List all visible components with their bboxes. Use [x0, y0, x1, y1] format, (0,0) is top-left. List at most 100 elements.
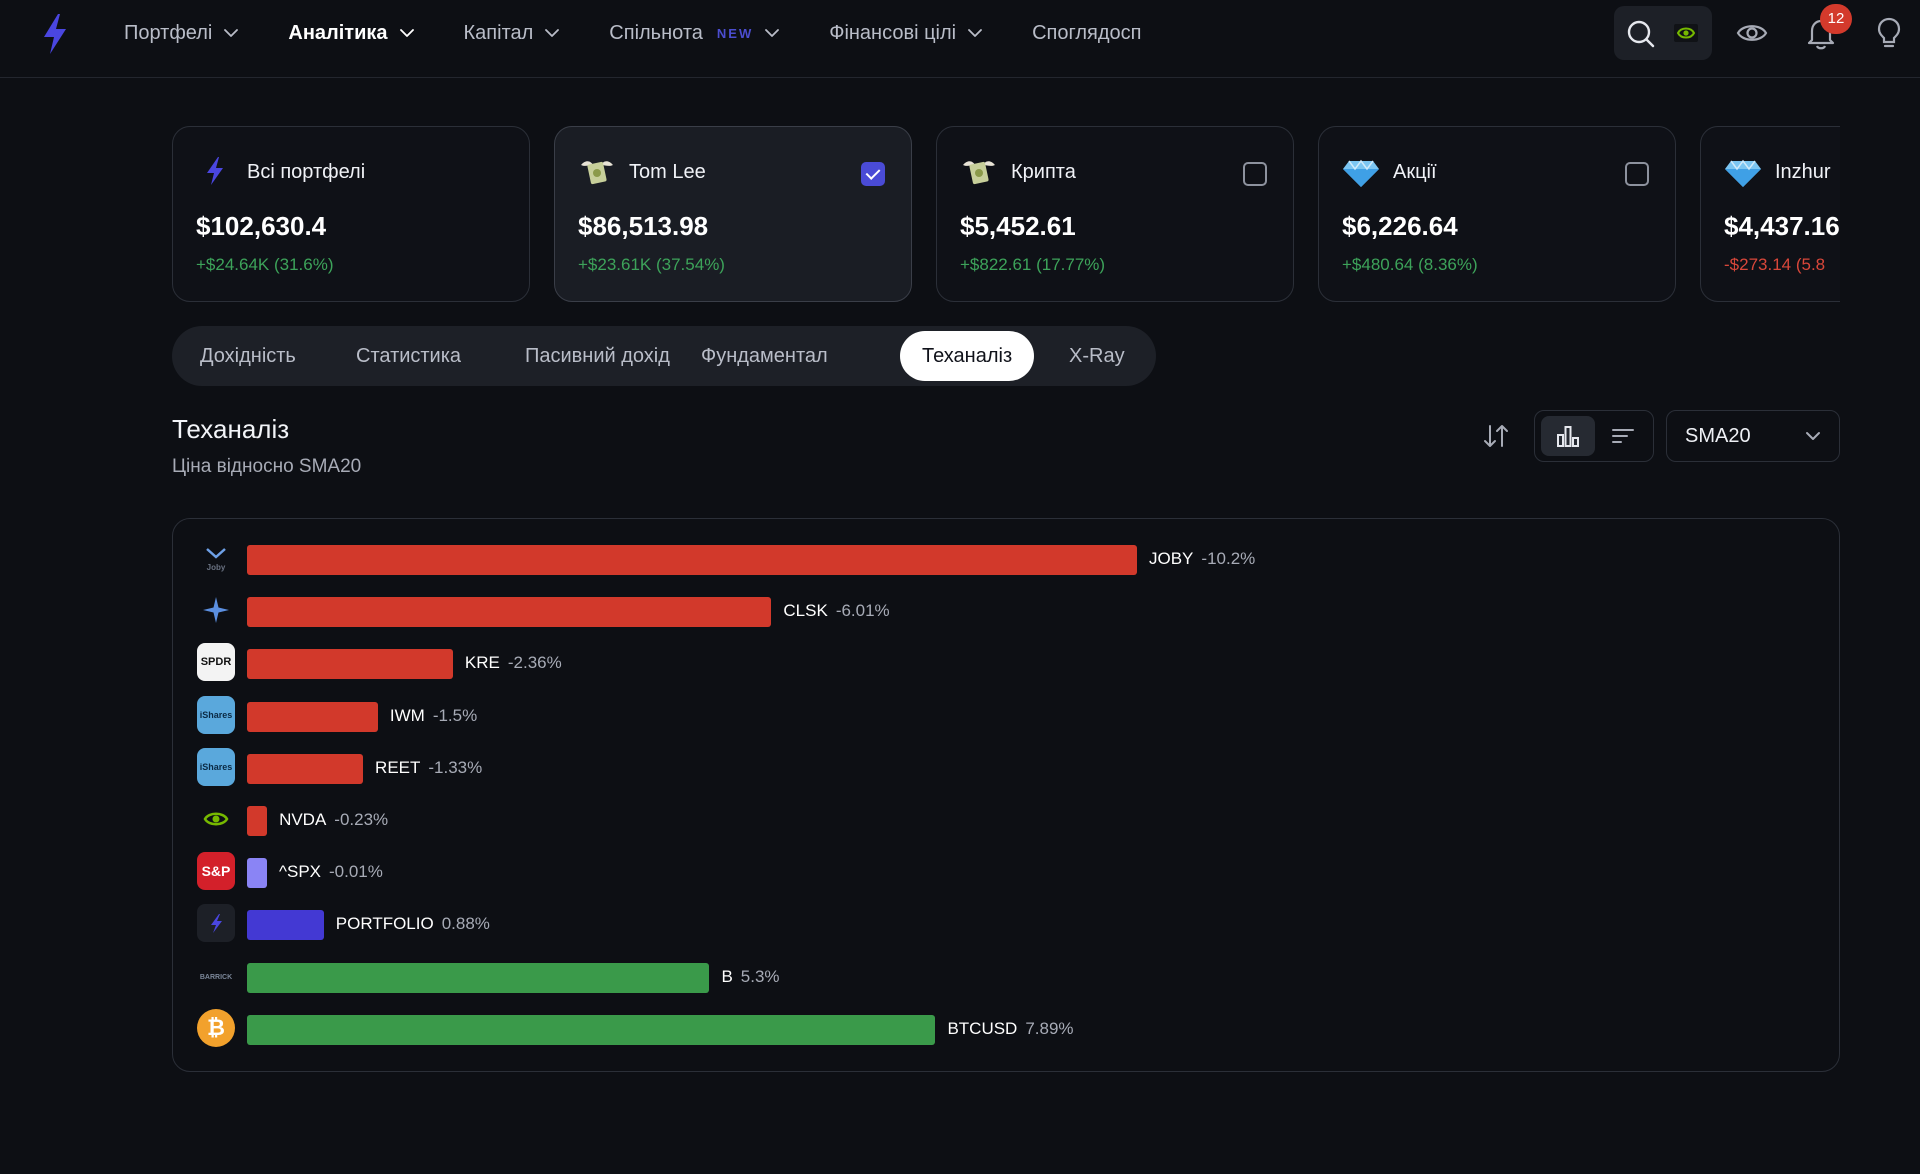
ticker-name: ^SPX	[279, 862, 321, 882]
tab-1[interactable]: Статистика	[356, 345, 462, 367]
portfolio-change: +$23.61K (37.54%)	[578, 255, 725, 274]
bar-row: BARRICK B 5.3%	[173, 957, 1833, 997]
portfolio-checkbox[interactable]	[1625, 162, 1649, 186]
view-toggle	[1534, 410, 1654, 462]
bar-row: SPDR KRE -2.36%	[173, 643, 1833, 683]
bar-nvda	[247, 806, 268, 836]
bar-label: BTCUSD 7.89%	[947, 1019, 1073, 1039]
indicator-select[interactable]: SMA20	[1666, 410, 1840, 462]
bitcoin-icon: ₿	[197, 1008, 235, 1047]
bar-spx	[247, 858, 267, 889]
nav-item-label: Фінансові цілі	[829, 21, 957, 44]
nav-item-1[interactable]: Аналітика	[288, 22, 414, 45]
bar-label: B 5.3%	[721, 967, 779, 987]
portfolio-name: Всі портфелі	[247, 161, 366, 183]
nvidia-logo	[197, 800, 235, 838]
portfolio-checkbox[interactable]	[861, 162, 885, 186]
portfolio-cards: Всі портфелі $102,630.4 +$24.64K (31.6%) To…	[172, 126, 1840, 304]
bar-view-button[interactable]	[1541, 416, 1595, 456]
ticker-deviation: 7.89%	[1025, 1018, 1074, 1038]
portfolio-value: $4,437.16	[1724, 211, 1840, 241]
tab-4[interactable]: Теханаліз	[900, 331, 1035, 381]
nav-item-2[interactable]: Капітал	[464, 22, 560, 45]
main-nav: Портфелі Аналітика Капітал Спільнота NEW Фіна…	[124, 0, 1210, 66]
portfolio-change: +$480.64 (8.36%)	[1342, 255, 1478, 274]
ticker-name: IWM	[389, 705, 425, 725]
bar-btcusd	[247, 1014, 936, 1045]
tab-3[interactable]: Фундаментал	[701, 345, 828, 367]
nav-item-5[interactable]: Споглядосп	[1032, 22, 1160, 45]
list-view-icon[interactable]	[1611, 424, 1635, 448]
sma-deviation-chart: Joby JOBY -10.2% CLSK -6.01% SPDR KRE -2.36% iSh…	[172, 518, 1840, 1072]
bar-row: ₿ BTCUSD 7.89%	[173, 1008, 1833, 1049]
tab-0[interactable]: Дохідність	[200, 345, 296, 367]
bar-b	[247, 962, 710, 993]
nav-item-4[interactable]: Фінансові цілі	[829, 22, 982, 45]
nav-item-label: Капітал	[463, 21, 534, 44]
tab-2[interactable]: Пасивний дохід	[525, 345, 670, 367]
section-subtitle: Ціна відносно SMA20	[172, 456, 362, 477]
bar-label: IWM -1.5%	[390, 706, 477, 726]
bar-reet	[247, 753, 364, 784]
bar-portfolio	[247, 910, 324, 941]
portfolio-card[interactable]: Tom Lee $86,513.98 +$23.61K (37.54%)	[554, 126, 912, 302]
portfolio-card[interactable]: Всі портфелі $102,630.4 +$24.64K (31.6%)	[172, 126, 530, 302]
bar-iwm	[247, 701, 378, 732]
bar-label: KRE -2.36%	[465, 653, 562, 673]
ishares-logo: iShares	[197, 747, 235, 786]
eye-icon[interactable]	[1736, 18, 1768, 48]
bar-row: CLSK -6.01%	[173, 591, 1833, 631]
bar-row: S&P ^SPX -0.01%	[173, 852, 1833, 892]
ticker-deviation: -0.01%	[329, 862, 383, 882]
nav-item-3[interactable]: Спільнота NEW	[609, 22, 780, 45]
bar-clsk	[247, 597, 772, 628]
bolt-logo-icon[interactable]	[38, 12, 72, 56]
chevron-down-icon	[765, 29, 780, 37]
ishares-logo: iShares	[197, 695, 235, 734]
portfolio-name: Tom Lee	[629, 161, 706, 183]
portfolio-value: $102,630.4	[196, 211, 327, 241]
nav-item-0[interactable]: Портфелі	[124, 21, 239, 45]
bar-chart-icon	[1557, 426, 1579, 447]
nav-item-label: Портфелі	[124, 21, 213, 44]
portfolio-name: Крипта	[1011, 161, 1076, 183]
bar-row: iShares IWM -1.5%	[173, 695, 1833, 736]
chevron-down-icon	[1806, 432, 1820, 440]
nvidia-icon	[1674, 24, 1698, 42]
nav-item-label: Споглядосп	[1032, 21, 1142, 44]
ticker-name: REET	[375, 757, 421, 777]
search-button[interactable]	[1614, 6, 1712, 60]
ticker-deviation: -6.01%	[835, 601, 890, 621]
ticker-deviation: -0.23%	[334, 810, 389, 829]
sort-order-icon[interactable]	[1480, 420, 1512, 452]
portfolio-value: $6,226.64	[1342, 211, 1458, 241]
indicator-select-value: SMA20	[1685, 425, 1751, 447]
bar-label: JOBY -10.2%	[1149, 549, 1255, 569]
lightbulb-icon[interactable]	[1876, 16, 1902, 50]
analytics-tabs: Дохідність Статистика Пасивний дохід Фундам…	[172, 326, 1156, 386]
bar-label: CLSK -6.01%	[783, 601, 889, 621]
portfolio-change: -$273.14 (5.8	[1724, 255, 1826, 274]
ticker-deviation: 5.3%	[740, 966, 780, 986]
joby-logo: Joby	[197, 539, 235, 577]
ticker-name: B	[721, 966, 733, 986]
barrick-logo: BARRICK	[197, 957, 235, 995]
bar-label: ^SPX -0.01%	[279, 862, 383, 882]
bar-joby	[247, 545, 1137, 575]
diamond-icon	[1343, 159, 1379, 187]
portfolio-change: +$822.61 (17.77%)	[960, 255, 1106, 274]
ticker-deviation: -1.33%	[428, 757, 483, 777]
notification-badge: 12	[1820, 4, 1852, 34]
portfolio-card[interactable]: Inzhur $4,437.16 -$273.14 (5.8	[1700, 126, 1840, 302]
bar-label: NVDA -0.23%	[279, 810, 388, 830]
portfolio-card[interactable]: Акції $6,226.64 +$480.64 (8.36%)	[1318, 126, 1676, 302]
portfolio-card[interactable]: Крипта $5,452.61 +$822.61 (17.77%)	[936, 126, 1294, 302]
chevron-down-icon	[968, 29, 982, 37]
section-title: Теханаліз	[172, 414, 290, 444]
portfolio-checkbox[interactable]	[1243, 162, 1267, 186]
bar-row: PORTFOLIO 0.88%	[173, 904, 1833, 944]
ticker-deviation: -1.5%	[432, 705, 478, 725]
tab-5[interactable]: X-Ray	[1069, 345, 1125, 367]
spdr-logo: SPDR	[197, 643, 235, 682]
bar-label: REET -1.33%	[375, 758, 482, 778]
